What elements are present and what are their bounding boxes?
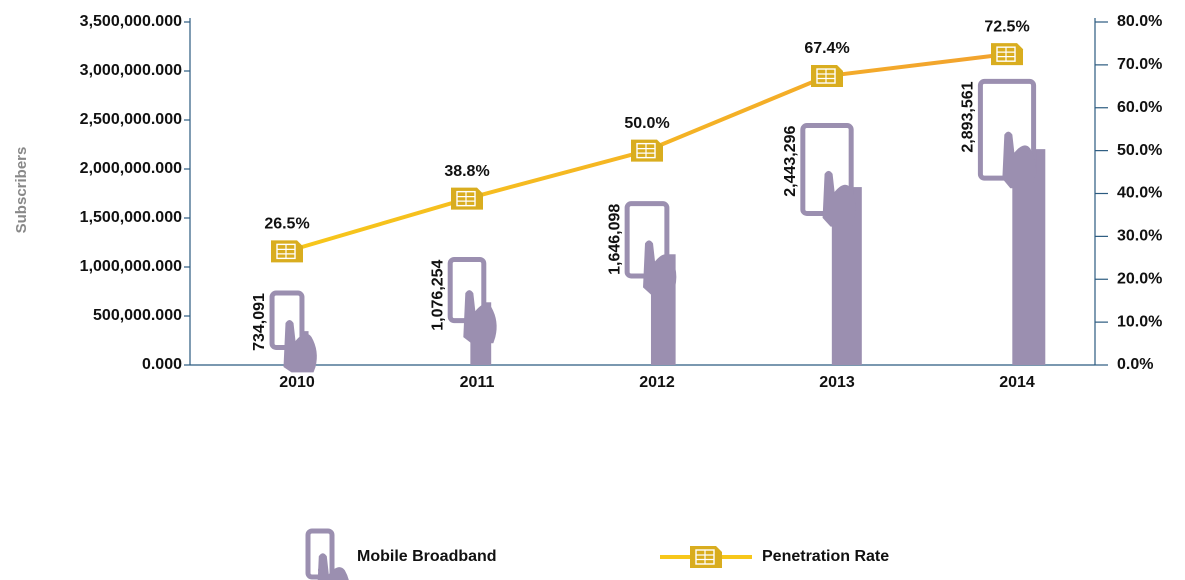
x-tick-label: 2013 xyxy=(819,374,855,391)
y-tick-label: 2,000,000.000 xyxy=(80,160,182,177)
sim-body xyxy=(690,546,722,568)
y-tick-label: 0.000 xyxy=(142,356,182,373)
bar xyxy=(269,290,317,373)
line-marker xyxy=(451,187,483,210)
legend-item: Mobile Broadband xyxy=(305,528,497,580)
legend-label: Mobile Broadband xyxy=(357,548,497,565)
y2-tick-label: 0.0% xyxy=(1117,356,1153,373)
line-marker xyxy=(811,65,843,88)
sim-lines xyxy=(277,244,295,259)
hand xyxy=(643,240,677,295)
line-marker xyxy=(631,139,663,162)
y-tick-label: 2,500,000.000 xyxy=(80,111,182,128)
y2-tick-label: 10.0% xyxy=(1117,313,1162,330)
line-marker xyxy=(271,240,303,263)
sim-body xyxy=(991,43,1023,66)
y2-tick-label: 20.0% xyxy=(1117,270,1162,287)
y-tick-label: 1,000,000.000 xyxy=(80,258,182,275)
hand xyxy=(317,553,349,580)
x-tick-label: 2011 xyxy=(460,374,495,391)
value-label: 2,893,561 xyxy=(960,81,977,152)
value-label: 1,646,098 xyxy=(606,204,623,275)
legend-sim xyxy=(690,546,722,568)
x-tick-label: 2010 xyxy=(279,374,315,391)
value-label: 2,443,296 xyxy=(782,125,799,196)
legend-label: Penetration Rate xyxy=(762,548,889,565)
y-tick-label: 500,000.000 xyxy=(93,307,182,324)
hand xyxy=(463,290,497,344)
y2-tick-label: 40.0% xyxy=(1117,185,1162,202)
value-label: 1,076,254 xyxy=(429,259,446,330)
value-label: 67.4% xyxy=(804,40,849,57)
hand xyxy=(822,170,856,227)
sim-lines xyxy=(696,550,714,564)
value-label: 26.5% xyxy=(264,216,309,233)
y2-tick-label: 50.0% xyxy=(1117,142,1162,159)
value-label: 734,091 xyxy=(251,293,268,351)
value-label: 72.5% xyxy=(984,18,1029,35)
hand xyxy=(283,319,317,373)
sim-lines xyxy=(997,47,1015,62)
sim-lines xyxy=(457,191,475,206)
line-marker xyxy=(991,43,1023,66)
y2-tick-label: 60.0% xyxy=(1117,99,1162,116)
hand xyxy=(1002,131,1036,189)
value-label: 38.8% xyxy=(444,163,489,180)
value-label: 50.0% xyxy=(624,115,669,132)
x-tick-label: 2014 xyxy=(999,374,1035,391)
x-tick-label: 2012 xyxy=(639,374,675,391)
legend-symbol xyxy=(305,528,349,580)
y-tick-label: 3,000,000.000 xyxy=(80,62,182,79)
sim-lines xyxy=(817,69,835,84)
sim-lines xyxy=(637,143,655,158)
bar xyxy=(977,78,1046,365)
bar xyxy=(800,123,862,365)
y-tick-label: 1,500,000.000 xyxy=(80,209,182,226)
legend-item: Penetration Rate xyxy=(660,546,889,568)
y-tick-label: 3,500,000.000 xyxy=(80,13,182,30)
y2-tick-label: 30.0% xyxy=(1117,228,1162,245)
y-axis-title: Subscribers xyxy=(13,147,30,234)
bar xyxy=(624,201,677,365)
y2-tick-label: 80.0% xyxy=(1117,13,1162,30)
y2-tick-label: 70.0% xyxy=(1117,56,1162,73)
bar xyxy=(447,257,497,365)
